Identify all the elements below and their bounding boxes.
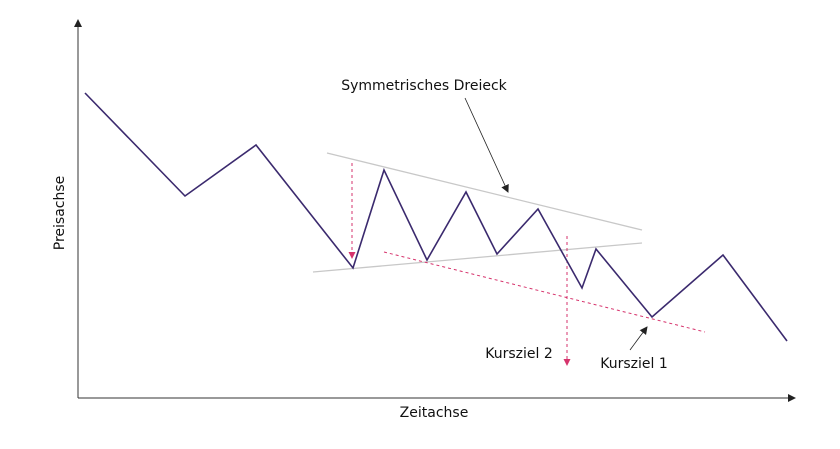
upper-trendline <box>326 152 643 231</box>
triangle-pointer <box>464 97 509 193</box>
triangle-label: Symmetrisches Dreieck <box>341 78 507 94</box>
target-1-label: Kursziel 1 <box>600 356 668 372</box>
price-line <box>84 92 788 342</box>
target-1-pointer <box>629 326 648 351</box>
target-line <box>383 251 706 333</box>
target-2-label: Kursziel 2 <box>485 346 553 362</box>
x-axis-label: Zeitachse <box>400 405 469 421</box>
lower-trendline <box>312 242 643 273</box>
y-axis-label: Preisachse <box>52 176 68 251</box>
